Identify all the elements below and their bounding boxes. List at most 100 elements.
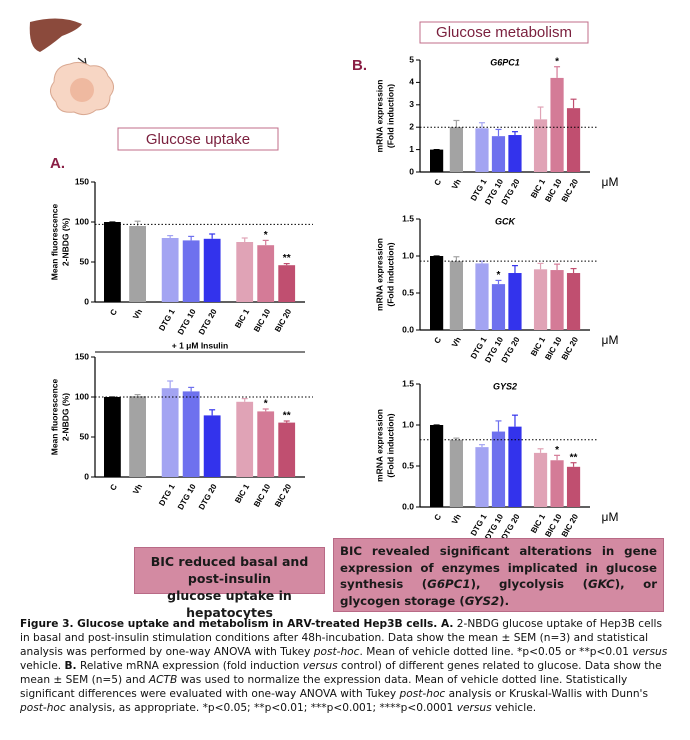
bar — [533, 452, 548, 507]
liver-icon — [29, 18, 82, 53]
significance: ** — [283, 411, 291, 422]
bar — [129, 396, 146, 477]
x-tick-label: BIC 10 — [252, 482, 273, 509]
bar — [475, 447, 489, 507]
x-tick-label: C — [432, 335, 443, 345]
bar — [182, 240, 200, 302]
annotation: + 1 μM Insulin — [172, 340, 228, 350]
caption: Figure 3. Glucose uptake and metabolism … — [20, 617, 672, 715]
y-tick-label: 0.5 — [402, 287, 414, 297]
y-tick-label: 0.5 — [402, 460, 414, 470]
y-tick-label: 50 — [80, 256, 90, 266]
bar — [491, 284, 506, 330]
bar — [430, 425, 444, 507]
caption-bold: B. — [64, 660, 77, 672]
significance: * — [555, 445, 559, 456]
y-axis-label: mRNA expression — [374, 80, 384, 153]
x-tick-label: DTG 1 — [157, 482, 177, 507]
y-tick-label: 150 — [75, 176, 89, 186]
bar — [566, 273, 581, 330]
x-tick-label: BIC 1 — [233, 482, 251, 505]
bar — [491, 136, 506, 172]
bar — [475, 128, 489, 172]
y-axis-label: (Fold induction) — [385, 413, 395, 477]
bar — [449, 261, 463, 330]
x-tick-label: DTG 10 — [176, 482, 198, 511]
summary-box: BIC revealed significant alterations in … — [333, 538, 664, 612]
summary-text: BIC revealed significant alterations in … — [340, 544, 657, 591]
bar — [236, 401, 254, 477]
y-axis-label: 2-NBDG (%) — [60, 218, 70, 266]
x-tick-label: BIC 20 — [560, 335, 581, 362]
summary-line: glucose uptake in hepatocytes — [167, 588, 292, 620]
caption-italic: post-hoc — [313, 646, 360, 658]
bar — [129, 226, 146, 302]
x-tick-label: DTG 10 — [176, 307, 198, 336]
summary-box: BIC reduced basal and post-insulin gluco… — [134, 547, 325, 620]
bar — [449, 127, 463, 172]
bar — [430, 149, 444, 172]
significance: ** — [283, 253, 291, 264]
caption-text: analysis or Kruskal-Wallis with Dunn's — [445, 688, 648, 700]
caption-text: vehicle. — [491, 702, 537, 714]
significance: ** — [570, 452, 578, 463]
chart: Glucose metabolism B. Glucose uptake A. … — [29, 18, 619, 541]
x-tick-label: BIC 20 — [560, 512, 581, 539]
caption-italic: versus — [632, 646, 668, 658]
bar — [161, 238, 179, 302]
y-tick-label: 0.0 — [402, 324, 414, 334]
y-axis-label: mRNA expression — [374, 409, 384, 482]
y-axis-label: 2-NBDG (%) — [60, 393, 70, 441]
bar — [257, 411, 275, 477]
significance: * — [555, 56, 559, 67]
caption-italic: post-hoc — [399, 688, 446, 700]
caption-italic: versus — [302, 660, 338, 672]
x-tick-label: DTG 20 — [197, 307, 219, 336]
gene-name: GKC — [587, 577, 615, 591]
bar — [475, 263, 489, 330]
y-tick-label: 5 — [409, 54, 414, 64]
caption-text: 2-NBDG glucose uptake of Hep3B cells in … — [20, 618, 663, 658]
y-tick-label: 100 — [75, 216, 89, 226]
y-axis-label: (Fold induction) — [385, 84, 395, 148]
summary-text: ), glycolysis ( — [470, 577, 588, 591]
y-tick-label: 0 — [84, 471, 89, 481]
y-axis-label: Mean fluorescence — [49, 203, 59, 280]
x-tick-label: Vh — [131, 307, 144, 320]
panel-label: B. — [352, 57, 367, 74]
bar — [533, 269, 548, 330]
y-axis-label: Mean fluorescence — [49, 378, 59, 455]
x-tick-label: C — [432, 177, 443, 187]
bar — [550, 270, 564, 330]
significance: * — [497, 270, 501, 281]
caption-italic: post-hoc — [20, 702, 66, 714]
y-tick-label: 1.5 — [402, 378, 414, 388]
caption-italic: ACTB — [148, 674, 178, 686]
bar — [161, 388, 179, 477]
section-title: Glucose metabolism — [436, 24, 572, 41]
bar — [236, 242, 254, 302]
y-tick-label: 50 — [80, 431, 90, 441]
caption-text: control) of different genes related to g… — [20, 660, 662, 686]
y-tick-label: 1 — [409, 144, 414, 154]
x-tick-label: Vh — [450, 177, 463, 190]
y-tick-label: 0 — [409, 166, 414, 176]
x-tick-label: BIC 1 — [233, 307, 251, 330]
y-tick-label: 0.0 — [402, 501, 414, 511]
summary-text: ), or glycogen storage ( — [340, 577, 658, 608]
bar — [491, 431, 506, 507]
significance: * — [264, 230, 268, 241]
x-tick-label: BIC 20 — [273, 482, 294, 509]
y-tick-label: 150 — [75, 351, 89, 361]
panel-label: A. — [50, 155, 65, 172]
bar — [278, 422, 296, 477]
bar — [203, 415, 221, 477]
x-axis-label: μM — [602, 175, 619, 189]
summary-text: ). — [499, 593, 510, 608]
x-tick-label: BIC 20 — [560, 177, 581, 204]
bar — [508, 273, 522, 330]
bar — [566, 466, 581, 507]
y-tick-label: 1.0 — [402, 250, 414, 260]
bar — [203, 238, 221, 302]
